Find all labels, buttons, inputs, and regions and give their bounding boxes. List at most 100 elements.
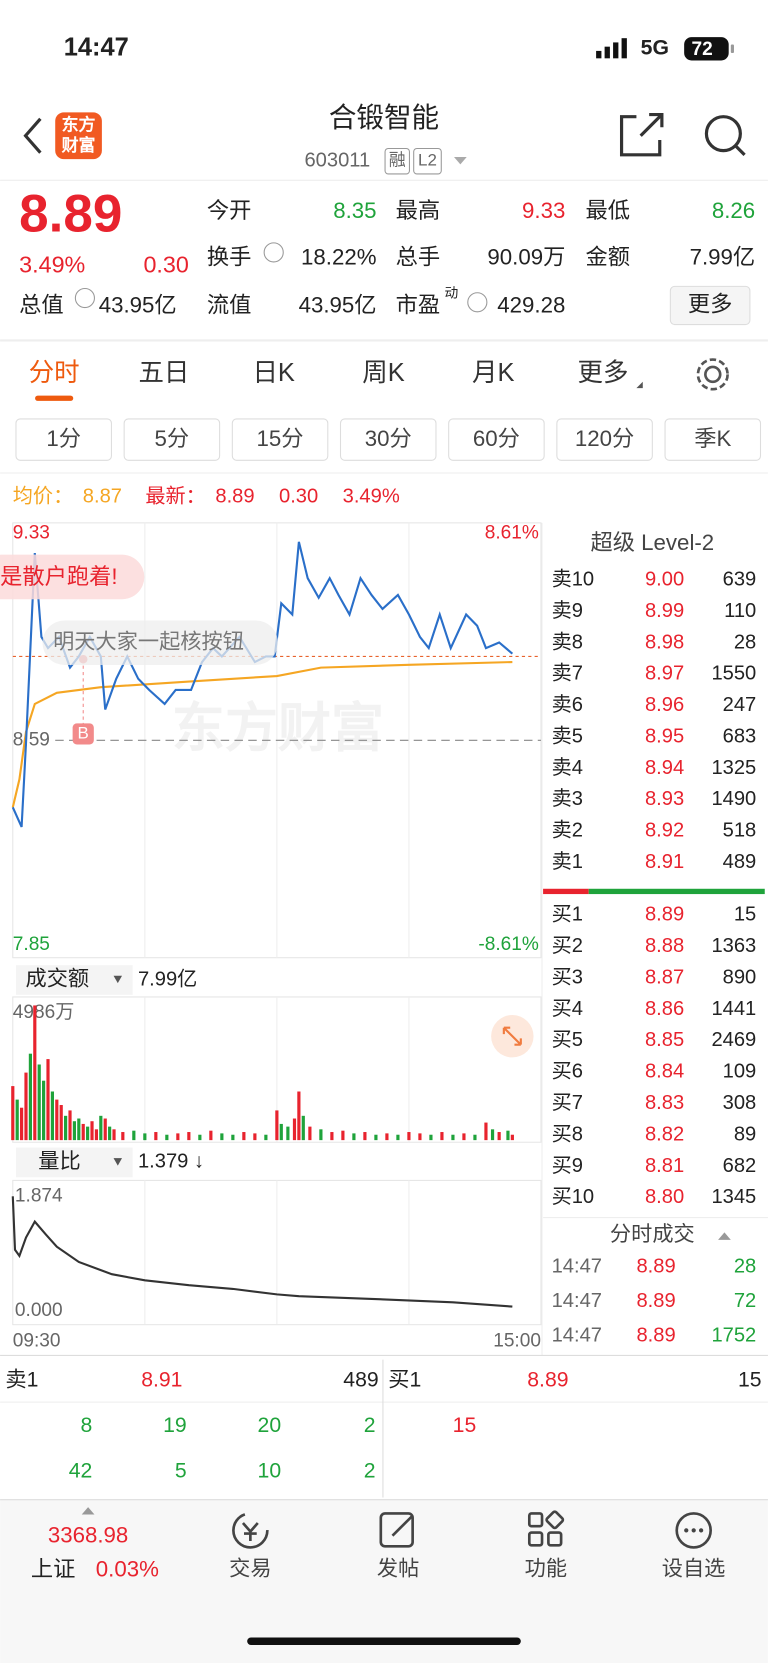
level-volume: 1325 [711,757,756,779]
ask-bar [543,888,589,895]
change-value: 0.30 [143,251,188,277]
info-icon[interactable] [74,287,95,309]
ask-queue-item: 42 [69,1460,93,1483]
stat-value: 90.09万 [487,245,565,270]
level-volume: 1550 [711,663,756,685]
tab[interactable]: 五日 [138,359,189,387]
tab[interactable]: 月K [472,359,514,387]
latest-change: 0.30 [279,486,318,508]
period-button-box[interactable] [556,418,653,461]
ask-queue-item: 19 [163,1414,187,1437]
index-pct[interactable]: 0.03% [96,1557,159,1582]
ask-queue-item: 2 [364,1414,376,1437]
selector[interactable]: 成交额 [26,967,90,991]
volume-bar [292,1118,297,1141]
index-value[interactable]: 3368.98 [48,1523,129,1548]
nav-item[interactable]: 交易 [229,1556,271,1580]
level-volume: 682 [723,1155,757,1177]
info-icon[interactable] [263,242,284,263]
index-name[interactable]: 上证 [31,1557,76,1582]
info-icon[interactable] [467,292,488,313]
dots-icon [684,1528,704,1533]
more-button[interactable]: 更多 [688,291,733,316]
selector-box[interactable] [15,1147,133,1178]
period-button-box[interactable] [15,418,112,461]
search-button[interactable] [704,115,746,156]
selector-arrow[interactable] [113,1158,123,1166]
period-button-box[interactable] [231,418,329,461]
price-line [11,660,513,808]
period-button[interactable]: 5分 [155,426,190,451]
expand-index-icon[interactable] [81,1507,95,1515]
period-button[interactable]: 30分 [365,426,412,451]
pct-min-label: -8.61% [478,934,538,955]
volume-bar [112,1129,116,1141]
selector-box[interactable] [15,965,133,995]
level-volume: 2469 [711,1029,756,1051]
level-price: 8.86 [645,998,684,1020]
level-label: 卖9 [552,599,583,622]
more-button-box[interactable] [669,285,751,326]
level-volume: 247 [723,694,757,716]
period-button-box[interactable] [339,418,437,461]
tab[interactable]: 分时 [29,359,80,387]
level-volume: 1345 [711,1186,756,1208]
dropdown-icon[interactable] [453,156,467,165]
back-button[interactable] [23,117,42,154]
nav-icons [232,1510,712,1549]
comment-bubble [0,554,145,600]
stat-value: 8.26 [712,198,755,223]
period-button-box[interactable] [664,418,762,461]
level-volume: 489 [723,851,757,873]
period-button-box[interactable] [123,418,221,461]
tab-more-icon [636,381,643,389]
volume-bar [497,1132,501,1141]
nav-item[interactable]: 发帖 [377,1556,419,1580]
volume-bar [301,1115,305,1141]
nav-item[interactable]: 功能 [525,1556,567,1580]
volume-bar [81,1123,85,1141]
ask-queue-item: 5 [175,1460,187,1483]
level-volume: 89 [734,1123,756,1145]
bid-queue-item: 15 [453,1414,477,1437]
y-max-label: 9.33 [13,523,50,544]
app-logo [55,112,102,160]
period-button[interactable]: 15分 [257,426,304,451]
period-button-box[interactable] [448,418,545,461]
period-button[interactable]: 60分 [473,426,520,451]
volume-bar [253,1133,257,1141]
selector[interactable]: 量比 [38,1149,80,1173]
volume-bar [279,1123,283,1141]
period-button[interactable]: 120分 [575,426,634,451]
volume-bar [94,1129,99,1141]
volume-bar [242,1132,246,1141]
y-tick-label: 1.874 [15,1185,63,1206]
share-button[interactable] [619,112,664,157]
volume-bar [319,1129,323,1141]
level-volume: 110 [724,600,756,622]
stat-label: 金额 [586,245,631,270]
volume-bar [187,1132,191,1141]
volume-bar [86,1126,90,1141]
status-time: 14:47 [64,34,129,62]
level-label: 卖8 [552,630,583,653]
level-price: 8.95 [645,725,684,747]
volume-bar [407,1132,411,1141]
tab[interactable]: 更多 [578,359,629,387]
tab[interactable]: 日K [252,359,294,387]
volume-bar [15,1099,19,1141]
bid-volume: 15 [738,1368,762,1391]
volume-bar [68,1110,72,1141]
volume-bar [20,1107,24,1141]
settings-button[interactable] [696,358,729,391]
period-button[interactable]: 1分 [46,426,81,451]
period-button[interactable]: 季K [694,426,731,451]
badge-box [413,147,442,175]
selector-arrow[interactable] [113,975,123,984]
collapse-icon[interactable] [718,1232,731,1240]
order-book-title: 超级 Level-2 [590,530,714,555]
nav-item[interactable]: 设自选 [662,1556,726,1580]
level-label: 买3 [552,966,583,988]
tab[interactable]: 周K [362,359,404,387]
